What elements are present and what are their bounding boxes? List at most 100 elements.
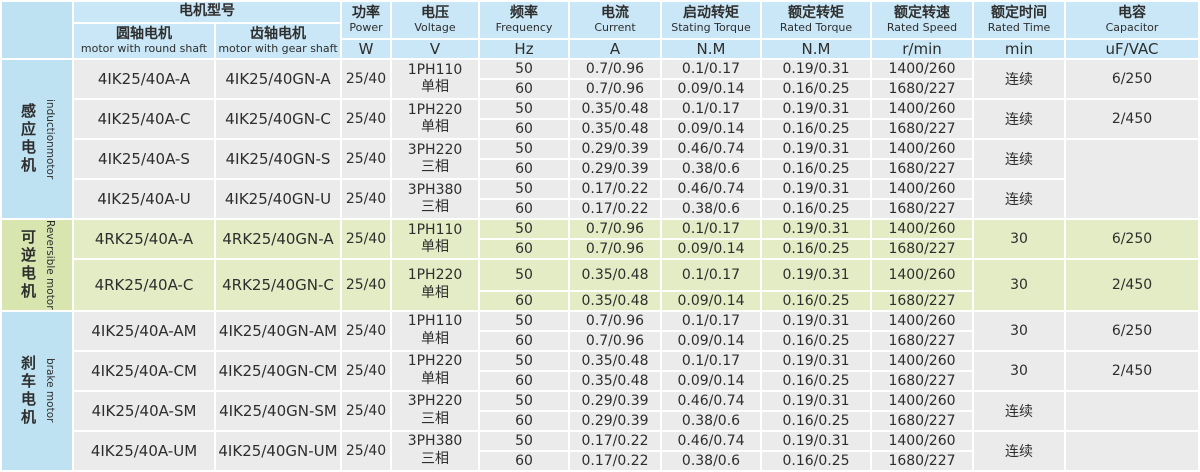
current-cell: 0.29/0.39 — [570, 391, 660, 410]
voltage-line-1: 1PH220 — [407, 353, 463, 370]
capacitor-cell: 6/250 — [1066, 60, 1198, 98]
time-cell: 30 — [974, 351, 1064, 390]
rated-torque-cell: 0.16/0.25 — [762, 160, 870, 178]
header-current: 电流 Current — [570, 2, 660, 38]
start-torque-cell: 0.46/0.74 — [662, 391, 760, 410]
start-torque-cell: 0.09/0.14 — [662, 80, 760, 98]
header-power-en: Power — [349, 21, 383, 35]
rated-torque-cell: 0.19/0.31 — [762, 351, 870, 370]
current-cell: 0.7/0.96 — [570, 60, 660, 78]
capacitor-cell: 6/250 — [1066, 220, 1198, 258]
frequency-cell: 60 — [480, 120, 568, 138]
voltage-line-1: 3PH380 — [407, 181, 463, 198]
header-voltage-cn: 电压 — [421, 4, 449, 21]
speed-cell: 1680/227 — [872, 371, 972, 390]
voltage-cell: 1PH220 单相 — [392, 100, 478, 138]
start-torque-cell: 0.1/0.17 — [662, 100, 760, 118]
header-rated-torque-cn: 额定转矩 — [788, 4, 844, 21]
voltage-line-2: 三相 — [421, 410, 449, 427]
start-torque-cell: 0.09/0.14 — [662, 371, 760, 390]
power-cell: 25/40 — [342, 260, 390, 310]
header-start-torque: 启动转矩 Stating Torque — [662, 2, 760, 38]
time-cell: 连续 — [974, 180, 1064, 218]
model-round-cell: 4IK25/40A-UM — [74, 431, 214, 470]
header-power: 功率 Power — [342, 2, 390, 38]
header-motor-model: 电机型号 — [74, 2, 340, 22]
rated-torque-cell: 0.16/0.25 — [762, 291, 870, 310]
model-gear-cell: 4IK25/40GN-SM — [216, 391, 340, 430]
header-model-round-cn: 圆轴电机 — [116, 25, 172, 42]
voltage-line-1: 1PH110 — [407, 313, 463, 330]
header-rated-torque: 额定转矩 Rated Torque — [762, 2, 870, 38]
category-label-en: brake motor — [44, 358, 56, 423]
start-torque-cell: 0.38/0.6 — [662, 411, 760, 430]
voltage-cell: 1PH220 单相 — [392, 351, 478, 390]
rated-torque-cell: 0.16/0.25 — [762, 451, 870, 470]
rated-torque-cell: 0.19/0.31 — [762, 220, 870, 238]
model-round-cell: 4IK25/40A-U — [74, 180, 214, 218]
speed-cell: 1680/227 — [872, 120, 972, 138]
frequency-cell: 60 — [480, 331, 568, 350]
rated-torque-cell: 0.16/0.25 — [762, 200, 870, 218]
header-voltage: 电压 Voltage — [392, 2, 478, 38]
model-gear-cell: 4IK25/40GN-S — [216, 140, 340, 178]
rated-torque-cell: 0.16/0.25 — [762, 120, 870, 138]
model-gear-cell: 4IK25/40GN-AM — [216, 311, 340, 350]
rated-torque-cell: 0.19/0.31 — [762, 260, 870, 290]
header-power-cn: 功率 — [352, 4, 380, 21]
rated-torque-cell: 0.19/0.31 — [762, 180, 870, 198]
speed-cell: 1680/227 — [872, 200, 972, 218]
frequency-cell: 50 — [480, 351, 568, 370]
rated-torque-cell: 0.19/0.31 — [762, 391, 870, 410]
frequency-cell: 60 — [480, 80, 568, 98]
voltage-line-2: 三相 — [421, 159, 449, 175]
frequency-cell: 50 — [480, 311, 568, 330]
speed-cell: 1680/227 — [872, 80, 972, 98]
start-torque-cell: 0.46/0.74 — [662, 180, 760, 198]
category-cell-reversible: 可逆电机 Reversible motor — [2, 220, 72, 310]
voltage-line-1: 3PH220 — [407, 141, 463, 158]
time-cell: 30 — [974, 260, 1064, 310]
current-cell: 0.35/0.48 — [570, 371, 660, 390]
start-torque-cell: 0.09/0.14 — [662, 331, 760, 350]
time-cell: 30 — [974, 311, 1064, 350]
voltage-cell: 1PH110 单相 — [392, 220, 478, 258]
capacitor-cell: 2/450 — [1066, 351, 1198, 390]
start-torque-cell: 0.38/0.6 — [662, 200, 760, 218]
voltage-line-1: 1PH110 — [407, 61, 463, 78]
power-cell: 25/40 — [342, 391, 390, 430]
frequency-cell: 50 — [480, 220, 568, 238]
model-round-cell: 4IK25/40A-SM — [74, 391, 214, 430]
header-model-gear: 齿轴电机 motor with gear shaft — [216, 24, 340, 58]
time-cell: 连续 — [974, 100, 1064, 138]
model-round-cell: 4RK25/40A-C — [74, 260, 214, 310]
voltage-cell: 3PH380 三相 — [392, 431, 478, 470]
rated-torque-cell: 0.16/0.25 — [762, 80, 870, 98]
voltage-line-2: 三相 — [421, 199, 449, 215]
speed-cell: 1400/260 — [872, 220, 972, 238]
start-torque-cell: 0.1/0.17 — [662, 260, 760, 290]
start-torque-cell: 0.09/0.14 — [662, 240, 760, 258]
category-label-en: inductionmotor — [44, 98, 56, 180]
header-model-round: 圆轴电机 motor with round shaft — [74, 24, 214, 58]
start-torque-cell: 0.1/0.17 — [662, 220, 760, 238]
start-torque-cell: 0.1/0.17 — [662, 311, 760, 330]
category-label-cn: 刹车电机 — [19, 354, 37, 427]
time-cell: 连续 — [974, 391, 1064, 430]
model-gear-cell: 4RK25/40GN-C — [216, 260, 340, 310]
speed-cell: 1400/260 — [872, 311, 972, 330]
speed-cell: 1400/260 — [872, 260, 972, 290]
frequency-cell: 50 — [480, 100, 568, 118]
frequency-cell: 60 — [480, 200, 568, 218]
start-torque-cell: 0.1/0.17 — [662, 60, 760, 78]
model-round-cell: 4IK25/40A-CM — [74, 351, 214, 390]
model-gear-cell: 4IK25/40GN-C — [216, 100, 340, 138]
header-time: 额定时间 Rated Time — [974, 2, 1064, 38]
header-time-cn: 额定时间 — [991, 4, 1047, 21]
motor-model-label: 电机型号 — [179, 3, 235, 20]
current-cell: 0.29/0.39 — [570, 140, 660, 158]
voltage-line-2: 单相 — [421, 370, 449, 387]
speed-cell: 1680/227 — [872, 160, 972, 178]
rated-torque-cell: 0.19/0.31 — [762, 311, 870, 330]
